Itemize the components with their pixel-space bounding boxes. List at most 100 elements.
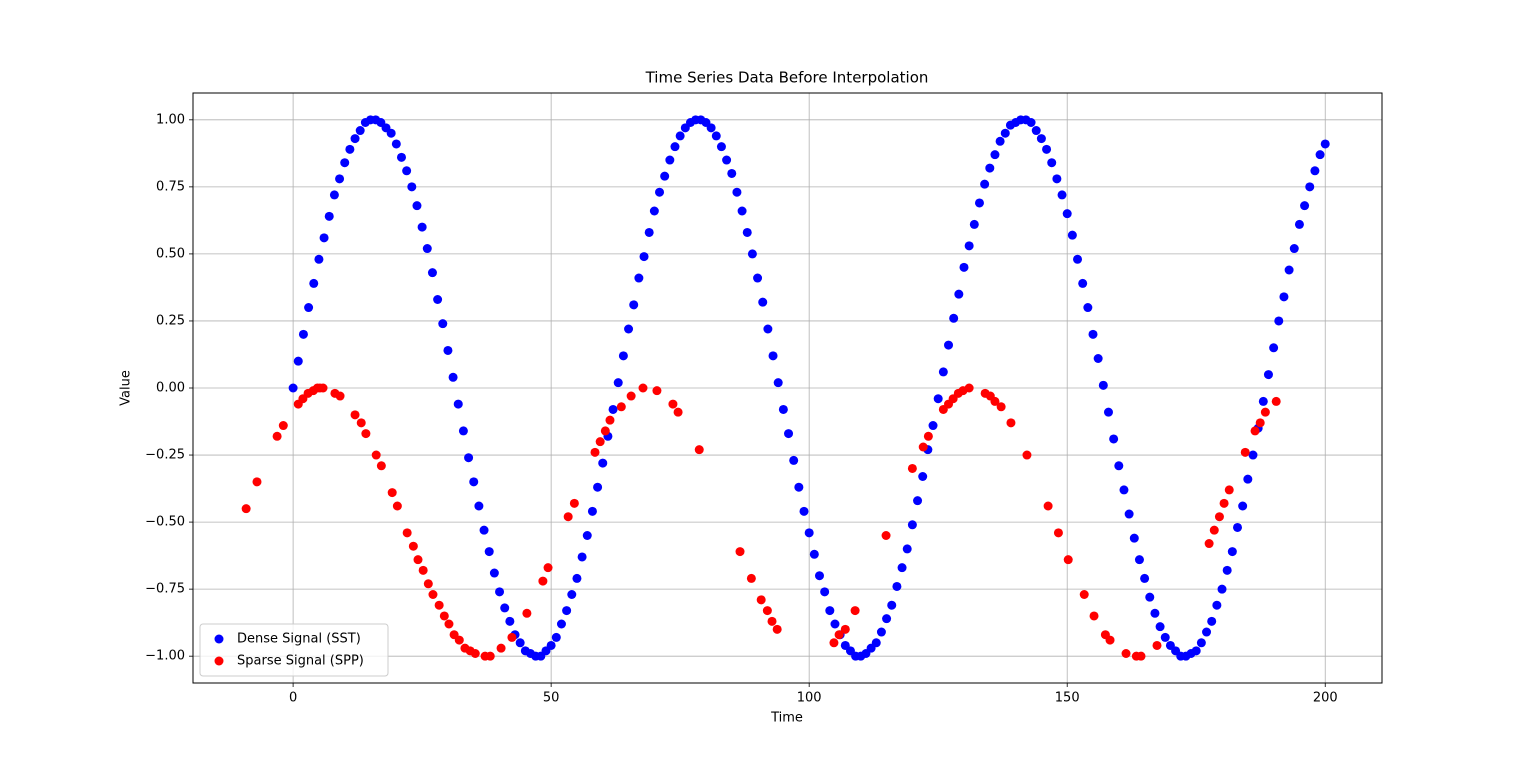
data-point [1258, 396, 1268, 406]
legend-box [199, 623, 389, 677]
data-point [1289, 244, 1299, 254]
data-point [1103, 407, 1113, 417]
data-point [1152, 640, 1162, 650]
data-point [660, 171, 670, 181]
data-point [470, 649, 480, 658]
data-point [1114, 461, 1124, 471]
data-point [413, 555, 423, 565]
data-point [820, 587, 830, 597]
y-tick-label: −0.25 [145, 448, 185, 463]
data-point [371, 450, 381, 460]
data-point [722, 155, 732, 165]
data-point [443, 345, 453, 355]
data-point [582, 531, 592, 540]
data-point [340, 158, 350, 168]
data-point [272, 431, 282, 441]
data-point [464, 453, 474, 463]
data-point [933, 394, 943, 404]
data-point [1140, 573, 1150, 583]
data-point [1129, 533, 1139, 543]
data-point [652, 386, 662, 396]
data-point [1036, 134, 1046, 144]
y-tick-label: −1.00 [145, 649, 185, 664]
data-point [329, 190, 339, 200]
data-point [1134, 555, 1144, 565]
data-point [814, 571, 824, 581]
data-point [396, 152, 406, 162]
data-point [402, 528, 412, 538]
data-point [484, 547, 494, 557]
data-point [458, 426, 468, 436]
data-point [892, 581, 902, 591]
x-tick-label: 100 [797, 691, 822, 706]
data-point [593, 482, 603, 492]
data-point [974, 198, 984, 208]
data-point [556, 619, 566, 629]
data-point [298, 329, 308, 339]
data-point [428, 590, 438, 599]
data-point [1263, 370, 1273, 380]
data-point [758, 297, 768, 307]
data-point [1219, 498, 1229, 508]
data-point [507, 632, 517, 642]
data-point [252, 477, 262, 487]
data-point [1136, 651, 1146, 661]
data-point [1300, 201, 1310, 211]
y-tick-label: 0.75 [156, 179, 185, 194]
data-point [1209, 525, 1219, 535]
data-point [1255, 418, 1265, 428]
data-point [1124, 509, 1134, 519]
data-point [577, 552, 587, 562]
data-point [587, 506, 597, 516]
data-point [356, 418, 366, 428]
data-point [907, 520, 917, 530]
data-point [1191, 646, 1201, 656]
data-point [706, 123, 716, 133]
data-point [1121, 649, 1131, 658]
data-point [350, 134, 360, 144]
data-point [1062, 209, 1072, 219]
data-point [479, 525, 489, 535]
legend-label: Sparse Signal (SPP) [237, 654, 364, 669]
data-point [804, 528, 814, 538]
data-point [1196, 638, 1206, 648]
data-point [598, 458, 608, 468]
data-point [319, 233, 329, 243]
data-point [1053, 528, 1063, 538]
data-point [1160, 632, 1170, 642]
legend-marker [214, 634, 224, 644]
data-point [763, 324, 773, 334]
data-point [515, 638, 525, 648]
data-point [1217, 584, 1227, 594]
data-point [408, 541, 418, 551]
data-point [1006, 418, 1016, 428]
data-point [668, 399, 678, 409]
data-point [293, 356, 303, 366]
data-point [732, 187, 742, 197]
data-point [495, 587, 505, 597]
data-point [412, 201, 422, 211]
data-point [567, 590, 577, 599]
data-point [1202, 627, 1212, 637]
data-point [753, 273, 763, 283]
data-point [954, 289, 964, 299]
data-point [1093, 354, 1103, 363]
data-point [829, 638, 839, 648]
data-point [1031, 126, 1041, 136]
data-point [1207, 616, 1217, 626]
data-point [433, 295, 443, 304]
data-point [613, 378, 623, 388]
data-point [634, 273, 644, 283]
data-point [1305, 182, 1315, 192]
data-point [1320, 139, 1330, 149]
data-point [563, 512, 573, 522]
data-point [1222, 565, 1232, 575]
data-point [913, 496, 923, 506]
data-point [964, 383, 974, 393]
data-point [1204, 539, 1214, 549]
data-point [1052, 174, 1062, 184]
data-point [772, 624, 782, 634]
data-point [990, 150, 1000, 160]
data-point [355, 126, 365, 136]
x-tick-label: 50 [543, 691, 560, 706]
